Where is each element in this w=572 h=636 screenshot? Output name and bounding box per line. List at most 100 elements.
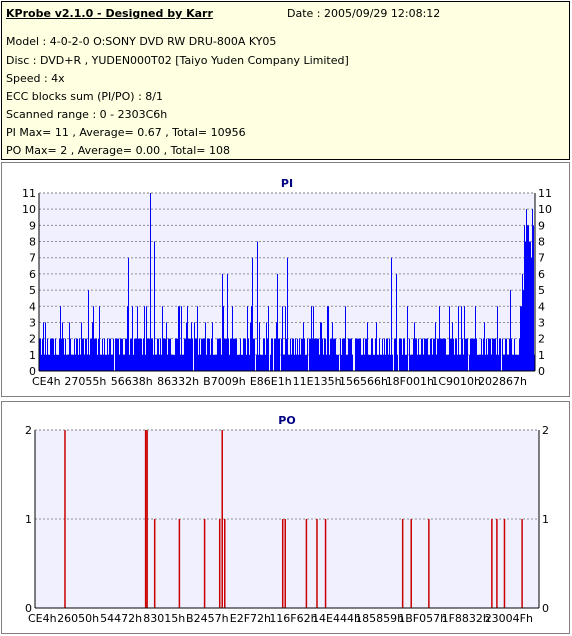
pi-bar [404,338,405,371]
po-bar [203,519,206,608]
pi-bar [312,338,313,371]
x-tick-label: 23004Fh [485,612,533,625]
x-tick-label: 11E135h [293,375,342,388]
pi-bar [500,338,501,371]
pi-bar [529,241,530,371]
pi-bar [265,354,266,371]
pi-bar [228,338,229,371]
pi-bar [71,354,72,371]
pi-bar [479,354,480,371]
pi-bar [203,338,204,371]
pi-bar [130,338,131,371]
pi-bar [358,338,359,371]
pi-bar [530,241,531,371]
pi-bar [335,338,336,371]
pi-bar [509,338,510,371]
pi-bar [388,354,389,371]
pi-bar [436,354,437,371]
pi-bar [487,354,488,371]
y-tick-left: 5 [29,284,36,297]
pi-bar [170,338,171,371]
pi-bar [201,338,202,371]
x-tick-label: B2457h [186,612,229,625]
pi-bar [197,306,198,371]
pi-bar [419,354,420,371]
po-bar [305,519,308,608]
pi-bar [395,338,396,371]
pi-bar [472,338,473,371]
pi-bar [64,354,65,371]
x-tick-label: CE4h [28,612,57,625]
y-tick-right: 7 [538,252,545,265]
pi-bar [373,354,374,371]
pi-bar [272,338,273,371]
pi-bar [43,322,44,371]
pi-bar [383,354,384,371]
pi-bar [290,338,291,371]
pi-bar [415,338,416,371]
pi-bar [55,338,56,371]
pi-bar [67,354,68,371]
drive-model: Model : 4-0-2-0 O:SONY DVD RW DRU-800A K… [6,35,277,48]
po-bar [64,430,66,608]
pi-bar [348,338,349,371]
pi-bar [366,338,367,371]
pi-bar [98,338,99,371]
pi-bar [121,338,122,371]
pi-bar [434,338,435,371]
pi-bar [40,338,41,371]
pi-bar [371,338,372,371]
pi-bar [279,338,280,371]
pi-bar [440,338,441,371]
po-chart-panel: PO 0 0 1 1 2 2 CE4h 26050h 54472h 83015h B2457h E2F7… [1,401,570,634]
pi-bar [367,322,368,371]
pi-bar [172,354,173,371]
pi-bar [345,306,346,371]
pi-bar [73,354,74,371]
pi-bar [242,354,243,371]
pi-bar [365,338,366,371]
pi-bar [262,354,263,371]
pi-bar [327,306,328,371]
pi-bar [251,306,252,371]
pi-bar [258,354,259,371]
pi-bar [361,354,362,371]
pi-bar [375,338,376,371]
pi-bar [215,354,216,371]
pi-bar [362,354,363,371]
pi-bar [196,338,197,371]
pi-bar [429,354,430,371]
pi-bar [281,338,282,371]
pi-bar [443,338,444,371]
pi-bar [382,338,383,371]
x-tick-label: E86E1h [250,375,292,388]
pi-bar [147,338,148,371]
pi-bar [412,354,413,371]
pi-bar [179,306,180,371]
pi-bar [182,354,183,371]
pi-bar [297,338,298,371]
pi-bar [526,209,527,371]
pi-bar [294,354,295,371]
pi-bar [299,338,300,371]
pi-bar [517,354,518,371]
pi-bar [399,338,400,371]
pi-bar [386,338,387,371]
pi-bar [220,338,221,371]
pi-bar [278,338,279,371]
pi-bar [210,354,211,371]
pi-bar [314,338,315,371]
pi-bar [527,225,528,371]
pi-bar [351,338,352,371]
pi-bar [380,354,381,371]
po-bar [496,519,498,608]
pi-bar [390,354,391,371]
pi-bar [488,338,489,371]
pi-bar [492,338,493,371]
pi-bar [274,338,275,371]
pi-bar [221,354,222,371]
pi-bar [316,338,317,371]
pi-bar [403,338,404,371]
pi-bar [60,306,61,371]
pi-bar [175,338,176,371]
